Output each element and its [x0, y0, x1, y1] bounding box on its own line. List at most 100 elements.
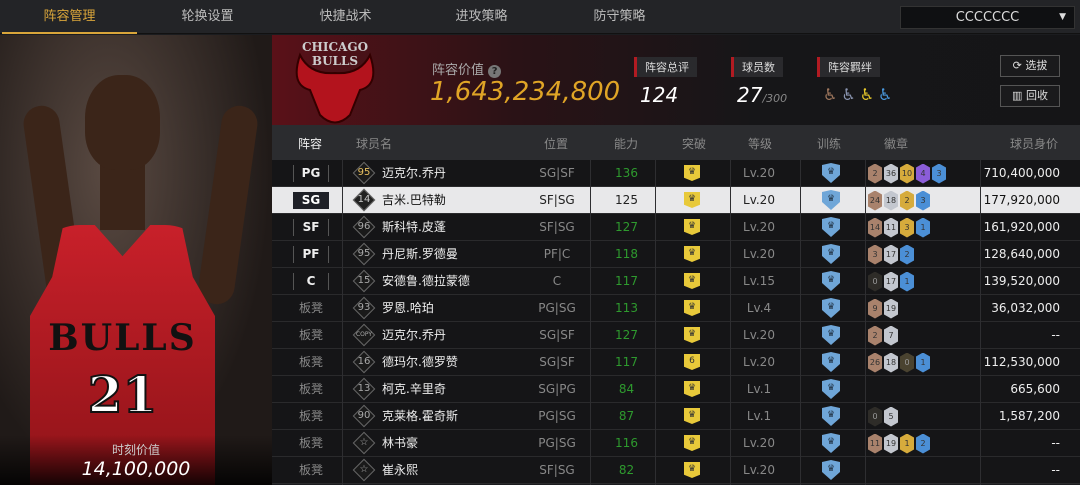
training-shield-icon[interactable]: ♛	[822, 190, 840, 210]
bond-icons[interactable]: ♿ ♿ ♿ ♿	[817, 85, 892, 104]
training-shield-icon[interactable]: ♛	[822, 406, 840, 426]
bond-blue-icon[interactable]: ♿	[878, 85, 893, 104]
table-row[interactable]: 板凳 ☆ 崔永熙 SF|SG 82 ♛ Lv.20 ♛ --	[272, 457, 1080, 484]
player-name[interactable]: 吉米.巴特勒	[382, 193, 446, 207]
breakthrough-crown-icon[interactable]: ♛	[684, 381, 700, 397]
col-name[interactable]: 球员名	[356, 137, 393, 151]
lineup-slot[interactable]: 板凳	[298, 463, 323, 477]
help-icon[interactable]: ?	[488, 65, 502, 78]
col-breakthrough[interactable]: 突破	[682, 137, 707, 151]
breakthrough-crown-icon[interactable]: ♛	[684, 300, 700, 316]
training-shield-icon[interactable]: ♛	[822, 217, 840, 237]
lineup-slot[interactable]: C	[293, 273, 329, 290]
col-lineup[interactable]: 阵容	[298, 137, 323, 151]
lineup-slot[interactable]: PF	[293, 246, 329, 263]
table-row[interactable]: 板凳 16 德玛尔.德罗赞 SG|SF 117 6 Lv.20 ♛ 26 18 0 1…	[272, 349, 1080, 376]
bond-silver-icon[interactable]: ♿	[841, 85, 856, 104]
tab-quick-tactics[interactable]: 快捷战术	[319, 9, 372, 24]
badge-list[interactable]: 11 19 1 2	[868, 430, 930, 457]
player-name[interactable]: 迈克尔.乔丹	[382, 166, 446, 180]
badge-list[interactable]: 24 18 2 3	[868, 187, 930, 214]
training-shield-icon[interactable]: ♛	[822, 433, 840, 453]
table-row[interactable]: 板凳 ☆ 林书豪 PG|SG 116 ♛ Lv.20 ♛ 11 19 1 2 --	[272, 430, 1080, 457]
player-name[interactable]: 崔永熙	[382, 463, 419, 477]
tab-defense[interactable]: 防守策略	[593, 9, 646, 24]
player-name[interactable]: 迈克尔.乔丹	[382, 328, 446, 342]
training-shield-icon[interactable]: ♛	[822, 298, 840, 318]
lineup-slot[interactable]: 板凳	[298, 382, 323, 396]
breakthrough-crown-icon[interactable]: ♛	[684, 246, 700, 262]
player-name[interactable]: 斯科特.皮蓬	[382, 220, 446, 234]
player-ability: 125	[615, 193, 638, 207]
bond-bronze-icon[interactable]: ♿	[823, 85, 838, 104]
badge-list[interactable]: 9 19	[868, 295, 898, 322]
breakthrough-crown-icon[interactable]: ♛	[684, 435, 700, 451]
player-name[interactable]: 柯克.辛里奇	[382, 382, 446, 396]
breakthrough-crown-icon[interactable]: ♛	[684, 219, 700, 235]
table-row[interactable]: 板凳 13 柯克.辛里奇 SG|PG 84 ♛ Lv.1 ♛ 665,600	[272, 376, 1080, 403]
lineup-slot[interactable]: 板凳	[298, 355, 323, 369]
recycle-button[interactable]: ▥ 回收	[1000, 85, 1060, 107]
training-shield-icon[interactable]: ♛	[822, 271, 840, 291]
player-name[interactable]: 林书豪	[382, 436, 419, 450]
breakthrough-crown-icon[interactable]: ♛	[684, 192, 700, 208]
col-level[interactable]: 等级	[748, 137, 773, 151]
col-price[interactable]: 球员身价	[1010, 137, 1059, 151]
lineup-slot[interactable]: PG	[293, 165, 329, 182]
breakthrough-crown-icon[interactable]: 6	[684, 354, 700, 370]
col-training[interactable]: 训练	[817, 137, 842, 151]
player-position: C	[552, 274, 562, 288]
training-shield-icon[interactable]: ♛	[822, 163, 840, 183]
breakthrough-crown-icon[interactable]: ♛	[684, 327, 700, 343]
badge-silver: 17	[884, 271, 898, 292]
tab-offense[interactable]: 进攻策略	[455, 9, 508, 24]
table-row[interactable]: SG 14 吉米.巴特勒 SF|SG 125 ♛ Lv.20 ♛ 24 18 2 3 …	[272, 187, 1080, 214]
training-shield-icon[interactable]: ♛	[822, 244, 840, 264]
badge-list[interactable]: 14 11 3 1	[868, 214, 930, 241]
badge-list[interactable]: 3 17 2	[868, 241, 914, 268]
table-row[interactable]: 板凳 93 罗恩.哈珀 PG|SG 113 ♛ Lv.4 ♛ 9 19 36,03…	[272, 295, 1080, 322]
player-position: PF|C	[543, 247, 571, 261]
table-row[interactable]: C 15 安德鲁.德拉蒙德 C 117 ♛ Lv.15 ♛ 0 17 1 139,5…	[272, 268, 1080, 295]
player-name[interactable]: 丹尼斯.罗德曼	[382, 247, 458, 261]
bond-gold-icon[interactable]: ♿	[859, 85, 875, 104]
player-name[interactable]: 罗恩.哈珀	[382, 301, 434, 315]
training-shield-icon[interactable]: ♛	[822, 325, 840, 345]
badge-blue: 2	[900, 244, 914, 265]
tab-rotation[interactable]: 轮换设置	[181, 9, 234, 24]
player-level: Lv.1	[746, 409, 772, 423]
col-badges[interactable]: 徽章	[884, 137, 909, 151]
player-name[interactable]: 安德鲁.德拉蒙德	[382, 274, 470, 288]
col-position[interactable]: 位置	[544, 137, 569, 151]
table-row[interactable]: PF 95 丹尼斯.罗德曼 PF|C 118 ♛ Lv.20 ♛ 3 17 2 12…	[272, 241, 1080, 268]
player-card[interactable]: BULLS 21 时刻价值 14,100,000	[0, 35, 272, 485]
breakthrough-crown-icon[interactable]: ♛	[684, 273, 700, 289]
badge-list[interactable]: 26 18 0 1	[868, 349, 930, 376]
table-row[interactable]: SF 96 斯科特.皮蓬 SF|SG 127 ♛ Lv.20 ♛ 14 11 3 1 …	[272, 214, 1080, 241]
lineup-slot[interactable]: 板凳	[298, 436, 323, 450]
training-shield-icon[interactable]: ♛	[822, 352, 840, 372]
lineup-slot[interactable]: 板凳	[298, 301, 323, 315]
lineup-slot[interactable]: 板凳	[298, 409, 323, 423]
breakthrough-crown-icon[interactable]: ♛	[684, 462, 700, 478]
team-dropdown[interactable]: CCCCCCC ▼	[900, 6, 1075, 29]
table-row[interactable]: PG 95 迈克尔.乔丹 SG|SF 136 ♛ Lv.20 ♛ 2 36 10 4 3…	[272, 160, 1080, 187]
col-ability[interactable]: 能力	[614, 137, 639, 151]
breakthrough-crown-icon[interactable]: ♛	[684, 165, 700, 181]
badge-list[interactable]: 2 36 10 4 3	[868, 160, 946, 187]
draft-button[interactable]: ⟳ 选拔	[1000, 55, 1060, 77]
lineup-slot[interactable]: 板凳	[298, 328, 323, 342]
lineup-slot[interactable]: SF	[293, 219, 329, 236]
lineup-slot[interactable]: SG	[293, 192, 329, 209]
training-shield-icon[interactable]: ♛	[822, 460, 840, 480]
breakthrough-crown-icon[interactable]: ♛	[684, 408, 700, 424]
badge-list[interactable]: 0 17 1	[868, 268, 914, 295]
training-shield-icon[interactable]: ♛	[822, 379, 840, 399]
tab-lineup[interactable]: 阵容管理	[2, 0, 137, 34]
player-name[interactable]: 克莱格.霍奇斯	[382, 409, 458, 423]
player-name[interactable]: 德玛尔.德罗赞	[382, 355, 458, 369]
